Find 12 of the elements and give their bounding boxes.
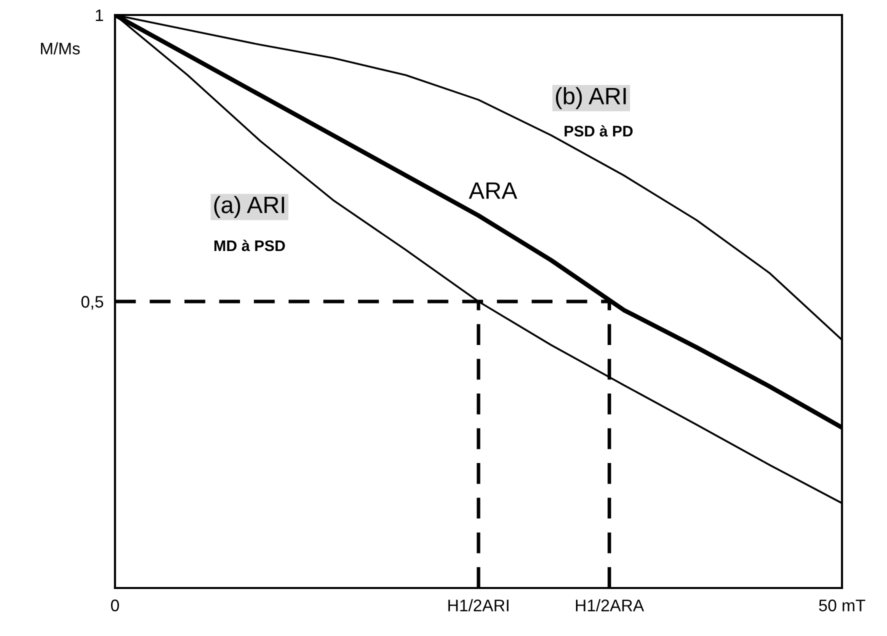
annotation: MD à PSD xyxy=(214,240,285,252)
y-tick-label: 1 xyxy=(96,10,104,22)
series-label: (a) ARI xyxy=(214,196,284,218)
y-axis-title: M/Ms xyxy=(41,42,80,54)
x-tick-label: H1/2ARI xyxy=(448,599,508,612)
series-label: (b) ARI xyxy=(556,87,626,110)
annotation: PSD à PD xyxy=(564,125,633,137)
x-tick-label: 50 mT xyxy=(819,600,866,612)
series-label: ARA xyxy=(468,182,518,199)
x-tick-label: 0 xyxy=(111,600,119,612)
y-tick-label: 0,5 xyxy=(81,296,104,310)
x-tick-label: H1/2ARA xyxy=(576,599,644,612)
